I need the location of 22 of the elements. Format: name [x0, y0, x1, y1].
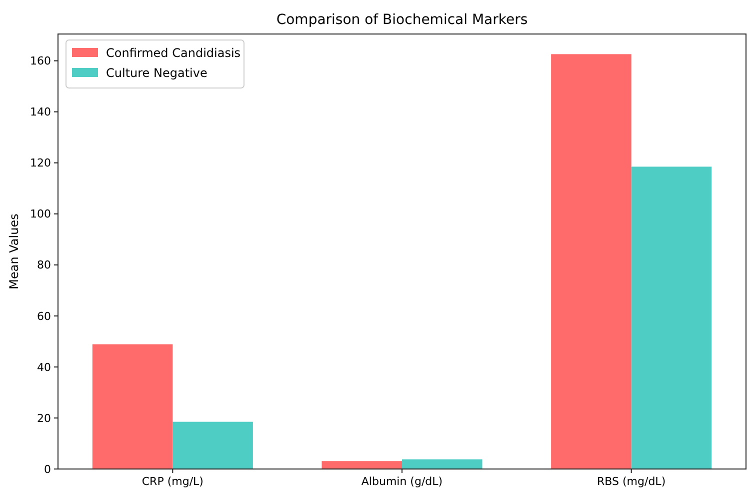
bar	[92, 344, 173, 469]
x-tick-label: Albumin (g/dL)	[361, 475, 443, 488]
legend-label: Culture Negative	[106, 66, 208, 80]
bar	[551, 54, 632, 469]
legend-label: Confirmed Candidiasis	[106, 46, 241, 60]
y-tick-label: 0	[44, 462, 51, 476]
x-tick-label: RBS (mg/dL)	[597, 475, 666, 488]
y-tick-label: 140	[30, 106, 51, 119]
bar	[172, 422, 253, 469]
y-tick-label: 100	[30, 208, 51, 221]
y-tick-label: 120	[30, 156, 51, 170]
chart-title: Comparison of Biochemical Markers	[276, 12, 528, 28]
y-tick-label: 80	[37, 258, 51, 272]
x-tick-label: CRP (mg/L)	[142, 475, 204, 488]
y-axis-title: Mean Values	[7, 214, 21, 290]
y-tick-label: 60	[37, 310, 51, 323]
bar	[402, 459, 482, 469]
y-tick-label: 20	[37, 412, 51, 425]
y-tick-label: 160	[30, 54, 51, 68]
y-tick-label: 40	[37, 360, 51, 374]
bar	[322, 461, 402, 469]
bar	[631, 166, 712, 469]
